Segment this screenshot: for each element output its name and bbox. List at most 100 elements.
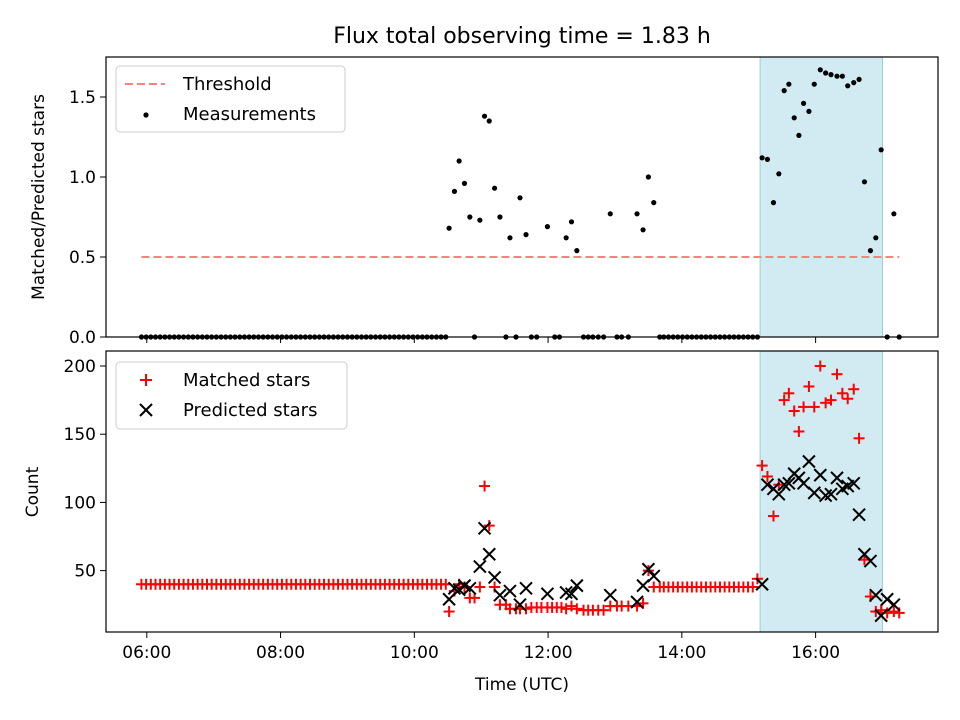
- bottom-x-axis-label: Time (UTC): [474, 675, 569, 695]
- measurement-point: [477, 217, 483, 223]
- measurement-point: [456, 158, 462, 164]
- predicted-star-marker: [463, 581, 477, 596]
- predicted-star-marker: [830, 471, 844, 485]
- measurement-point: [563, 235, 569, 241]
- predicted-star-marker: [641, 562, 656, 576]
- matched-star-marker: [571, 603, 583, 615]
- bottom-legend-box: [115, 361, 348, 430]
- matched-star-marker: [747, 581, 759, 593]
- predicted-star-marker: [796, 476, 811, 491]
- measurement-point: [811, 81, 817, 87]
- predicted-star-marker: [603, 588, 617, 602]
- measurement-point: [451, 188, 458, 194]
- measurement-point: [800, 100, 807, 106]
- measurement-point: [446, 225, 452, 231]
- bottom-y-tick-label: 50: [74, 562, 96, 582]
- predicted-star-marker: [863, 554, 878, 568]
- predicted-star-marker: [772, 487, 786, 501]
- predicted-star-marker: [570, 578, 584, 593]
- predicted-star-marker: [482, 547, 496, 561]
- measurement-point: [791, 115, 797, 121]
- bottom-y-axis-label: Count: [23, 466, 43, 517]
- measurement-point: [806, 108, 812, 114]
- top-panel: 0.0 0.5 1.0 1.5 Matched/Predicted stars Thr…: [29, 56, 939, 348]
- legend-measurements-label: Measurements: [183, 104, 316, 125]
- predicted-star-marker: [802, 454, 816, 469]
- matched-star-marker: [836, 387, 848, 399]
- bottom-panel: 50 100 150 200 06:00 08:00 10:00 12:00 14:00 16:…: [23, 350, 939, 695]
- predicted-star-marker: [755, 577, 769, 591]
- top-legend-box: [115, 65, 346, 133]
- measurement-point: [834, 73, 840, 79]
- predicted-star-marker: [874, 608, 888, 623]
- top-highlight-span: [759, 56, 883, 338]
- measurement-point: [574, 248, 580, 254]
- measurement-point: [486, 118, 492, 124]
- matched-star-marker: [756, 460, 768, 472]
- bottom-x-tick-label: 12:00: [524, 643, 573, 663]
- predicted-star-marker: [477, 521, 492, 536]
- predicted-star-marker: [503, 584, 517, 598]
- measurement-point: [507, 235, 513, 241]
- top-y-axis: 0.0 0.5 1.0 1.5: [69, 88, 106, 348]
- bottom-x-tick-label: 08:00: [256, 643, 305, 663]
- predicted-star-marker: [636, 578, 650, 593]
- predicted-star-marker: [473, 559, 487, 574]
- predicted-star-marker: [540, 587, 555, 601]
- predicted-star-marker: [813, 468, 827, 482]
- measurement-point: [861, 179, 868, 185]
- bottom-x-tick-label: 10:00: [390, 643, 439, 663]
- matched-star-marker: [798, 401, 810, 413]
- matched-star-marker: [555, 601, 567, 613]
- measurement-point: [481, 113, 488, 119]
- matched-star-marker: [443, 606, 455, 618]
- measurement-point: [640, 227, 646, 233]
- top-y-tick-label: 1.0: [69, 168, 96, 188]
- bottom-x-axis: 06:00 08:00 10:00 12:00 14:00 16:00: [122, 632, 840, 663]
- predicted-stars-points: [442, 454, 901, 623]
- predicted-star-marker: [519, 581, 533, 596]
- measurement-point: [796, 132, 802, 138]
- predicted-star-marker: [782, 476, 796, 491]
- legend-measurements-swatch: [143, 112, 149, 118]
- predicted-star-marker: [487, 570, 502, 585]
- matched-star-marker: [842, 393, 854, 405]
- matched-star-marker: [793, 425, 805, 437]
- predicted-star-marker: [887, 598, 901, 612]
- measurement-point: [873, 235, 879, 241]
- chart-title: Flux total observing time = 1.83 h: [333, 24, 711, 49]
- measurement-point: [568, 219, 575, 225]
- predicted-star-marker: [760, 477, 775, 492]
- matched-star-marker: [483, 520, 495, 532]
- matched-star-marker: [814, 360, 826, 372]
- matched-star-marker: [520, 603, 532, 615]
- matched-star-marker: [761, 470, 773, 482]
- matched-star-marker: [598, 604, 610, 616]
- matched-star-marker: [825, 394, 837, 406]
- predicted-star-marker: [630, 595, 644, 609]
- legend-matched-label: Matched stars: [183, 370, 310, 391]
- predicted-star-marker: [807, 486, 821, 500]
- measurement-point: [867, 248, 874, 254]
- predicted-star-marker: [647, 569, 661, 583]
- measurement-point: [467, 214, 473, 220]
- measurement-point: [517, 195, 523, 201]
- predicted-star-marker: [493, 588, 507, 602]
- predicted-star-marker: [564, 587, 579, 601]
- measurement-point: [491, 185, 498, 191]
- predicted-star-marker: [869, 588, 883, 602]
- measurement-point: [856, 76, 862, 82]
- matched-star-marker: [803, 380, 815, 392]
- measurement-point: [776, 171, 782, 177]
- bottom-legend: Matched stars Predicted stars: [115, 361, 348, 430]
- measurement-point: [781, 88, 787, 94]
- legend-predicted-swatch: [139, 403, 153, 417]
- matched-star-marker: [831, 368, 843, 380]
- top-y-tick-label: 0.5: [69, 248, 96, 268]
- matched-star-marker: [788, 405, 800, 417]
- matched-star-marker: [875, 604, 887, 616]
- measurement-point: [839, 73, 845, 79]
- measurement-point: [764, 156, 771, 162]
- matched-star-marker: [479, 480, 491, 492]
